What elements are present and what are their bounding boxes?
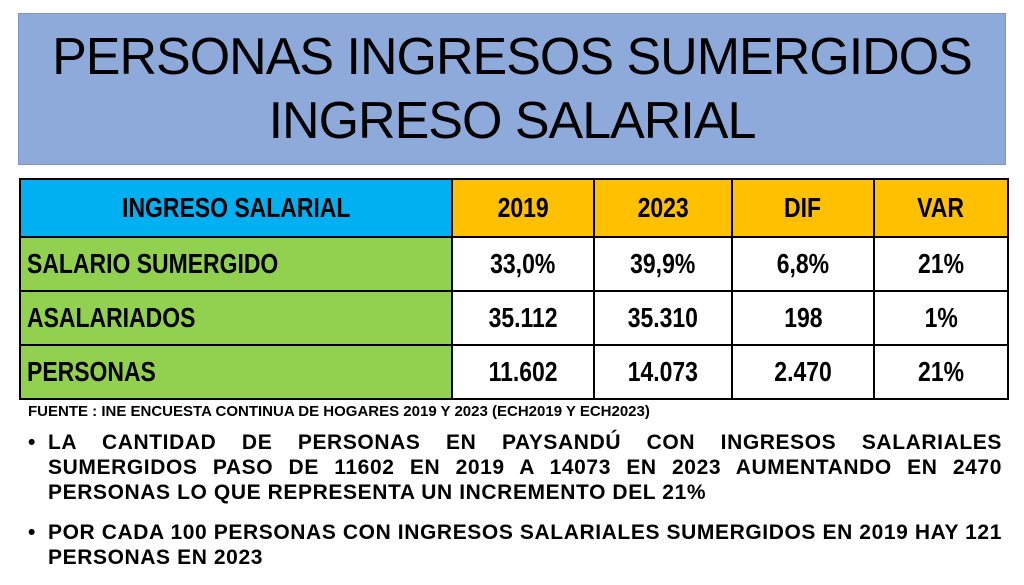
title-box: PERSONAS INGRESOS SUMERGIDOS INGRESO SAL…: [18, 13, 1006, 165]
table-cell: 35.112: [451, 290, 595, 346]
table-cell: 198: [731, 290, 875, 346]
bullet-list: • LA CANTIDAD DE PERSONAS EN PAYSANDÚ CON…: [28, 430, 1002, 585]
row-label: PERSONAS: [19, 344, 453, 400]
source-note: FUENTE : INE ENCUESTA CONTINUA DE HOGARE…: [28, 403, 650, 420]
table-header-row: INGRESO SALARIAL 2019 2023 DIF VAR: [19, 178, 1009, 238]
title-line-2: INGRESO SALARIAL: [268, 92, 757, 150]
bullet-item: • LA CANTIDAD DE PERSONAS EN PAYSANDÚ CON…: [28, 431, 1002, 504]
table-cell: 21%: [873, 344, 1009, 400]
header-cell-dif: DIF: [731, 178, 875, 238]
row-label: ASALARIADOS: [19, 290, 453, 346]
income-table: INGRESO SALARIAL 2019 2023 DIF VAR SALAR…: [19, 178, 1009, 400]
header-cell-2019: 2019: [451, 178, 595, 238]
table-cell: 33,0%: [451, 236, 595, 292]
table-cell: 21%: [873, 236, 1009, 292]
header-cell-2023: 2023: [593, 178, 733, 238]
table-cell: 14.073: [593, 344, 733, 400]
table-row: ASALARIADOS 35.112 35.310 198 1%: [19, 290, 1009, 346]
bullet-dot-icon: •: [28, 431, 36, 454]
table-cell: 2.470: [731, 344, 875, 400]
table-cell: 6,8%: [731, 236, 875, 292]
table-cell: 11.602: [451, 344, 595, 400]
row-label: SALARIO SUMERGIDO: [19, 236, 453, 292]
header-cell-var: VAR: [873, 178, 1009, 238]
table-cell: 35.310: [593, 290, 733, 346]
bullet-dot-icon: •: [28, 521, 36, 544]
table-row: SALARIO SUMERGIDO 33,0% 39,9% 6,8% 21%: [19, 236, 1009, 292]
bullet-item: • POR CADA 100 PERSONAS CON INGRESOS SALA…: [28, 521, 1002, 569]
header-cell-label: INGRESO SALARIAL: [19, 178, 453, 238]
table-row: PERSONAS 11.602 14.073 2.470 21%: [19, 344, 1009, 400]
title-line-1: PERSONAS INGRESOS SUMERGIDOS: [52, 28, 973, 86]
table-cell: 1%: [873, 290, 1009, 346]
table-cell: 39,9%: [593, 236, 733, 292]
